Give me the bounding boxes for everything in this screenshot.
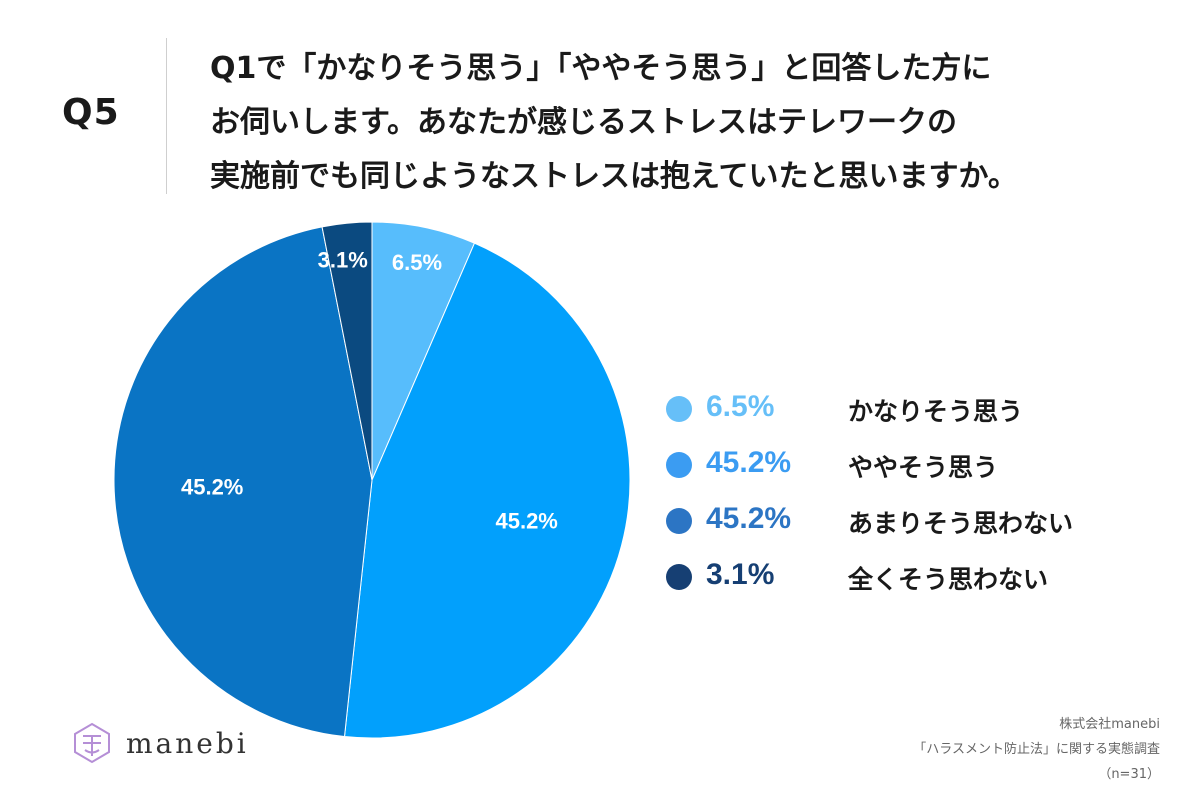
legend-swatch-somewhat-disagree [666,508,692,534]
source-sample: （n=31） [1098,767,1160,782]
legend-item-somewhat-disagree: 45.2% あまりそう思わない [662,494,1162,550]
legend-swatch-somewhat-agree [666,452,692,478]
legend-label-somewhat-agree: ややそう思う [848,453,999,482]
source-survey: 「ハラスメント防止法」に関する実態調査 [913,742,1160,757]
legend-value-strongly-agree: 6.5% [706,390,775,423]
legend-label-strongly-disagree: 全くそう思わない [848,565,1049,594]
legend-value-strongly-disagree: 3.1% [706,558,775,591]
source-note: 株式会社manebi 「ハラスメント防止法」に関する実態調査 （n=31） [913,712,1160,787]
source-company: 株式会社manebi [1059,717,1160,732]
manebi-logo-icon [74,722,110,764]
legend-label-somewhat-disagree: あまりそう思わない [848,509,1074,538]
legend-value-somewhat-agree: 45.2% [706,446,792,479]
divider [166,38,167,194]
question-line-3: 実施前でも同じようなストレスは抱えていたと思いますか。 [210,159,1018,194]
question-text: Q1で「かなりそう思う」「ややそう思う」と回答した方に お伺いします。あなたが感… [210,42,1170,204]
pie-slice-somewhat-agree [343,242,631,739]
question-number: Q5 [62,92,120,133]
pie-label-strongly-disagree: 3.1% [318,248,368,273]
question-line-1: Q1で「かなりそう思う」「ややそう思う」と回答した方に [210,51,992,86]
brand-name: manebi [126,726,249,760]
question-line-2: お伺いします。あなたが感じるストレスはテレワークの [210,105,957,140]
brand-logo: manebi [70,720,249,766]
legend-swatch-strongly-agree [666,396,692,422]
pie-label-somewhat-agree: 45.2% [495,508,557,533]
legend-value-somewhat-disagree: 45.2% [706,502,792,535]
legend-label-strongly-agree: かなりそう思う [848,397,1024,426]
pie-slice-strongly-disagree [321,221,373,481]
legend-item-somewhat-agree: 45.2% ややそう思う [662,438,1162,494]
pie-label-somewhat-disagree: 45.2% [181,475,243,500]
legend-item-strongly-disagree: 3.1% 全くそう思わない [662,550,1162,606]
legend-swatch-strongly-disagree [666,564,692,590]
pie-slice-somewhat-disagree [113,226,373,738]
pie-label-strongly-agree: 6.5% [392,250,442,275]
legend: 6.5% かなりそう思う 45.2% ややそう思う 45.2% あまりそう思わな… [662,382,1162,606]
legend-item-strongly-agree: 6.5% かなりそう思う [662,382,1162,438]
